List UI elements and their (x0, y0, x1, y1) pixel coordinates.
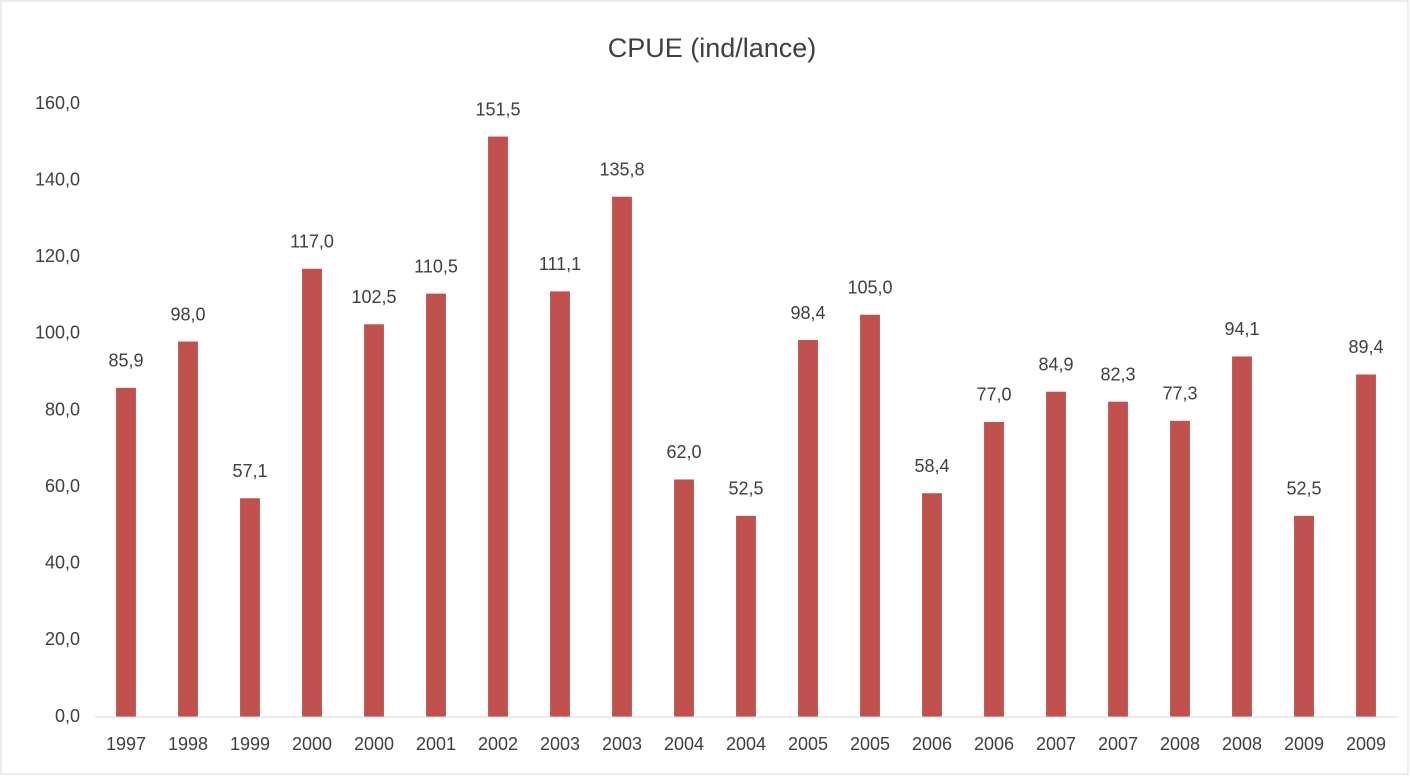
bar (860, 314, 880, 717)
bar (1108, 401, 1128, 717)
bar (116, 387, 136, 717)
data-label: 52,5 (728, 479, 763, 499)
bar (736, 515, 756, 717)
x-tick-label: 2009 (1284, 734, 1324, 754)
bar (178, 341, 198, 717)
y-tick-label: 60,0 (45, 476, 80, 496)
x-tick-label: 2003 (602, 734, 642, 754)
y-tick-label: 160,0 (35, 93, 80, 113)
x-tick-label: 1999 (230, 734, 270, 754)
bar (426, 293, 446, 717)
data-label: 98,0 (170, 304, 205, 324)
data-label: 105,0 (847, 277, 892, 297)
y-tick-label: 0,0 (55, 706, 80, 726)
bar (612, 196, 632, 717)
data-label: 102,5 (351, 287, 396, 307)
x-tick-label: 2004 (664, 734, 704, 754)
x-tick-label: 2008 (1160, 734, 1200, 754)
bar (1232, 356, 1252, 717)
x-tick-label: 2000 (354, 734, 394, 754)
x-tick-label: 1998 (168, 734, 208, 754)
data-label: 89,4 (1348, 337, 1383, 357)
x-tick-label: 2008 (1222, 734, 1262, 754)
data-label: 151,5 (475, 99, 520, 119)
x-tick-label: 2005 (788, 734, 828, 754)
bar (550, 291, 570, 717)
data-label: 62,0 (666, 442, 701, 462)
data-label: 94,1 (1224, 319, 1259, 339)
y-tick-label: 100,0 (35, 323, 80, 343)
x-tick-label: 2004 (726, 734, 766, 754)
y-tick-label: 80,0 (45, 399, 80, 419)
data-label: 52,5 (1286, 479, 1321, 499)
y-tick-label: 40,0 (45, 553, 80, 573)
bar (240, 498, 260, 717)
bar (984, 421, 1004, 717)
data-label: 98,4 (790, 303, 825, 323)
data-label: 77,3 (1162, 384, 1197, 404)
bar (1046, 391, 1066, 717)
data-label: 84,9 (1038, 354, 1073, 374)
x-tick-label: 2001 (416, 734, 456, 754)
data-label: 77,0 (976, 385, 1011, 405)
bar (364, 324, 384, 717)
x-tick-label: 2002 (478, 734, 518, 754)
bar (302, 268, 322, 717)
x-tick-label: 2000 (292, 734, 332, 754)
x-tick-label: 2009 (1346, 734, 1386, 754)
x-tick-label: 2005 (850, 734, 890, 754)
data-label: 117,0 (290, 231, 334, 251)
data-label: 110,5 (414, 256, 458, 276)
data-label: 58,4 (914, 456, 949, 476)
data-label: 57,1 (232, 461, 267, 481)
bar (488, 136, 508, 718)
bar (798, 340, 818, 717)
y-tick-label: 120,0 (35, 246, 80, 266)
x-tick-label: 2006 (912, 734, 952, 754)
bar (1356, 374, 1376, 717)
x-tick-label: 2006 (974, 734, 1014, 754)
x-tick-label: 2003 (540, 734, 580, 754)
data-label: 111,1 (539, 254, 581, 274)
data-label: 82,3 (1100, 364, 1135, 384)
x-tick-label: 2007 (1098, 734, 1138, 754)
x-tick-label: 2007 (1036, 734, 1076, 754)
bar (674, 479, 694, 717)
y-tick-label: 140,0 (35, 169, 80, 189)
x-tick-label: 1997 (106, 734, 146, 754)
chart-title: CPUE (ind/lance) (608, 33, 817, 63)
data-label: 135,8 (599, 159, 644, 179)
bar (922, 493, 942, 717)
y-tick-label: 20,0 (45, 629, 80, 649)
bar (1170, 420, 1190, 717)
bar (1294, 515, 1314, 717)
data-label: 85,9 (108, 351, 143, 371)
